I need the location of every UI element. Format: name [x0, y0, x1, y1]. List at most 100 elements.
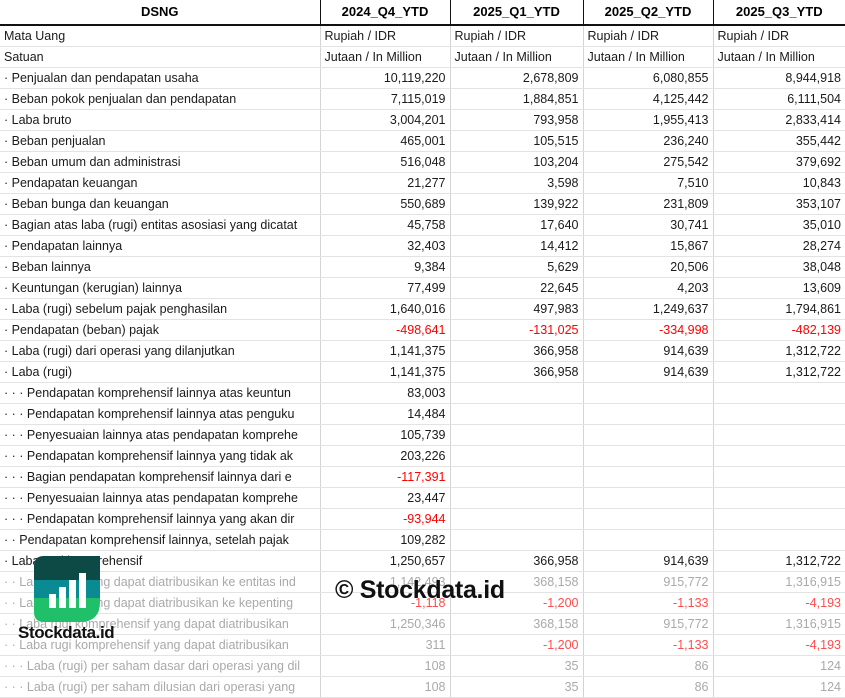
value-cell[interactable]: 3,598 — [450, 172, 584, 194]
value-cell[interactable]: 30,741 — [583, 214, 714, 236]
column-header-2025-q1-ytd[interactable]: 2025_Q1_YTD — [450, 0, 584, 26]
row-label[interactable]: · · Laba rugi komprehensif yang dapat di… — [0, 613, 321, 635]
row-label[interactable]: · Beban pokok penjualan dan pendapatan — [0, 88, 321, 110]
row-label[interactable]: · Beban bunga dan keuangan — [0, 193, 321, 215]
value-cell[interactable]: 14,484 — [320, 403, 451, 425]
value-cell[interactable]: 366,958 — [450, 361, 584, 383]
value-cell[interactable]: 2,678,809 — [450, 67, 584, 89]
value-cell[interactable]: 1,312,722 — [713, 550, 845, 572]
value-cell[interactable]: 35 — [450, 676, 584, 698]
value-cell[interactable] — [713, 487, 845, 509]
value-cell[interactable]: 1,640,016 — [320, 298, 451, 320]
column-header-ticker[interactable]: DSNG — [0, 0, 321, 26]
value-cell[interactable]: 1,316,915 — [713, 571, 845, 593]
value-cell[interactable]: 915,772 — [583, 571, 714, 593]
value-cell[interactable] — [713, 445, 845, 467]
row-label[interactable]: · Laba bruto — [0, 109, 321, 131]
value-cell[interactable]: -1,133 — [583, 592, 714, 614]
value-cell[interactable]: 1,249,637 — [583, 298, 714, 320]
value-cell[interactable] — [450, 382, 584, 404]
value-cell[interactable]: 1,142,493 — [320, 571, 451, 593]
row-label[interactable]: · Keuntungan (kerugian) lainnya — [0, 277, 321, 299]
row-label[interactable]: · · · Laba (rugi) per saham dilusian dar… — [0, 676, 321, 698]
value-cell[interactable]: 379,692 — [713, 151, 845, 173]
value-cell[interactable]: 368,158 — [450, 613, 584, 635]
value-cell[interactable]: 21,277 — [320, 172, 451, 194]
value-cell[interactable]: 311 — [320, 634, 451, 656]
value-cell[interactable]: -334,998 — [583, 319, 714, 341]
value-cell[interactable] — [583, 487, 714, 509]
value-cell[interactable]: 1,316,915 — [713, 613, 845, 635]
value-cell[interactable]: 1,141,375 — [320, 361, 451, 383]
value-cell[interactable]: 105,515 — [450, 130, 584, 152]
row-label[interactable]: · Beban penjualan — [0, 130, 321, 152]
column-header-2024-q4-ytd[interactable]: 2024_Q4_YTD — [320, 0, 451, 26]
value-cell[interactable] — [713, 382, 845, 404]
value-cell[interactable]: 914,639 — [583, 340, 714, 362]
value-cell[interactable]: 108 — [320, 676, 451, 698]
value-cell[interactable]: 23,447 — [320, 487, 451, 509]
row-label[interactable]: · · · Penyesuaian lainnya atas pendapata… — [0, 424, 321, 446]
value-cell[interactable] — [713, 424, 845, 446]
value-cell[interactable]: -1,118 — [320, 592, 451, 614]
value-cell[interactable]: 5,629 — [450, 256, 584, 278]
value-cell[interactable]: 366,958 — [450, 340, 584, 362]
value-cell[interactable]: 915,772 — [583, 613, 714, 635]
row-label[interactable]: · · Laba (rugi) yang dapat diatribusikan… — [0, 571, 321, 593]
value-cell[interactable]: 914,639 — [583, 550, 714, 572]
value-cell[interactable]: 7,115,019 — [320, 88, 451, 110]
value-cell[interactable]: 203,226 — [320, 445, 451, 467]
value-cell[interactable]: 353,107 — [713, 193, 845, 215]
row-label[interactable]: · Pendapatan keuangan — [0, 172, 321, 194]
value-cell[interactable] — [450, 487, 584, 509]
row-label[interactable]: · · · Pendapatan komprehensif lainnya ya… — [0, 508, 321, 530]
value-cell[interactable]: 2,833,414 — [713, 109, 845, 131]
row-label[interactable]: · · · Laba (rugi) per saham dasar dari o… — [0, 655, 321, 677]
value-cell[interactable]: 10,119,220 — [320, 67, 451, 89]
value-cell[interactable]: 9,384 — [320, 256, 451, 278]
value-cell[interactable]: 6,111,504 — [713, 88, 845, 110]
value-cell[interactable] — [713, 466, 845, 488]
row-label[interactable]: · · · Pendapatan komprehensif lainnya at… — [0, 382, 321, 404]
value-cell[interactable]: 105,739 — [320, 424, 451, 446]
value-cell[interactable]: -1,200 — [450, 634, 584, 656]
row-label[interactable]: · Laba (rugi) sebelum pajak penghasilan — [0, 298, 321, 320]
value-cell[interactable]: 28,274 — [713, 235, 845, 257]
row-label[interactable]: · Pendapatan (beban) pajak — [0, 319, 321, 341]
value-cell[interactable]: -4,193 — [713, 634, 845, 656]
value-cell[interactable]: 3,004,201 — [320, 109, 451, 131]
value-cell[interactable]: 355,442 — [713, 130, 845, 152]
value-cell[interactable]: -117,391 — [320, 466, 451, 488]
value-cell[interactable]: 236,240 — [583, 130, 714, 152]
value-cell[interactable]: 45,758 — [320, 214, 451, 236]
value-cell[interactable]: 14,412 — [450, 235, 584, 257]
value-cell[interactable]: 13,609 — [713, 277, 845, 299]
row-label[interactable]: · Bagian atas laba (rugi) entitas asosia… — [0, 214, 321, 236]
value-cell[interactable]: 124 — [713, 676, 845, 698]
value-cell[interactable]: 1,884,851 — [450, 88, 584, 110]
value-cell[interactable]: 139,922 — [450, 193, 584, 215]
value-cell[interactable] — [583, 403, 714, 425]
value-cell[interactable]: 1,250,346 — [320, 613, 451, 635]
row-label[interactable]: · Pendapatan lainnya — [0, 235, 321, 257]
row-label[interactable]: · Beban umum dan administrasi — [0, 151, 321, 173]
value-cell[interactable]: 83,003 — [320, 382, 451, 404]
row-label[interactable]: · Laba rugi komprehensif — [0, 550, 321, 572]
value-cell[interactable] — [450, 424, 584, 446]
row-label[interactable]: · Penjualan dan pendapatan usaha — [0, 67, 321, 89]
value-cell[interactable]: 22,645 — [450, 277, 584, 299]
value-cell[interactable]: 10,843 — [713, 172, 845, 194]
row-label[interactable]: · · · Bagian pendapatan komprehensif lai… — [0, 466, 321, 488]
column-header-2025-q2-ytd[interactable]: 2025_Q2_YTD — [583, 0, 714, 26]
value-cell[interactable]: 86 — [583, 676, 714, 698]
value-cell[interactable]: 8,944,918 — [713, 67, 845, 89]
value-cell[interactable]: 4,203 — [583, 277, 714, 299]
value-cell[interactable]: 1,955,413 — [583, 109, 714, 131]
value-cell[interactable]: -498,641 — [320, 319, 451, 341]
row-label[interactable]: · Laba (rugi) dari operasi yang dilanjut… — [0, 340, 321, 362]
value-cell[interactable]: 108 — [320, 655, 451, 677]
value-cell[interactable]: 77,499 — [320, 277, 451, 299]
value-cell[interactable]: 1,312,722 — [713, 361, 845, 383]
value-cell[interactable]: 368,158 — [450, 571, 584, 593]
value-cell[interactable]: 38,048 — [713, 256, 845, 278]
